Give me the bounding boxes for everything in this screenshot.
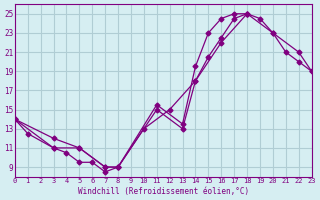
X-axis label: Windchill (Refroidissement éolien,°C): Windchill (Refroidissement éolien,°C): [78, 187, 249, 196]
